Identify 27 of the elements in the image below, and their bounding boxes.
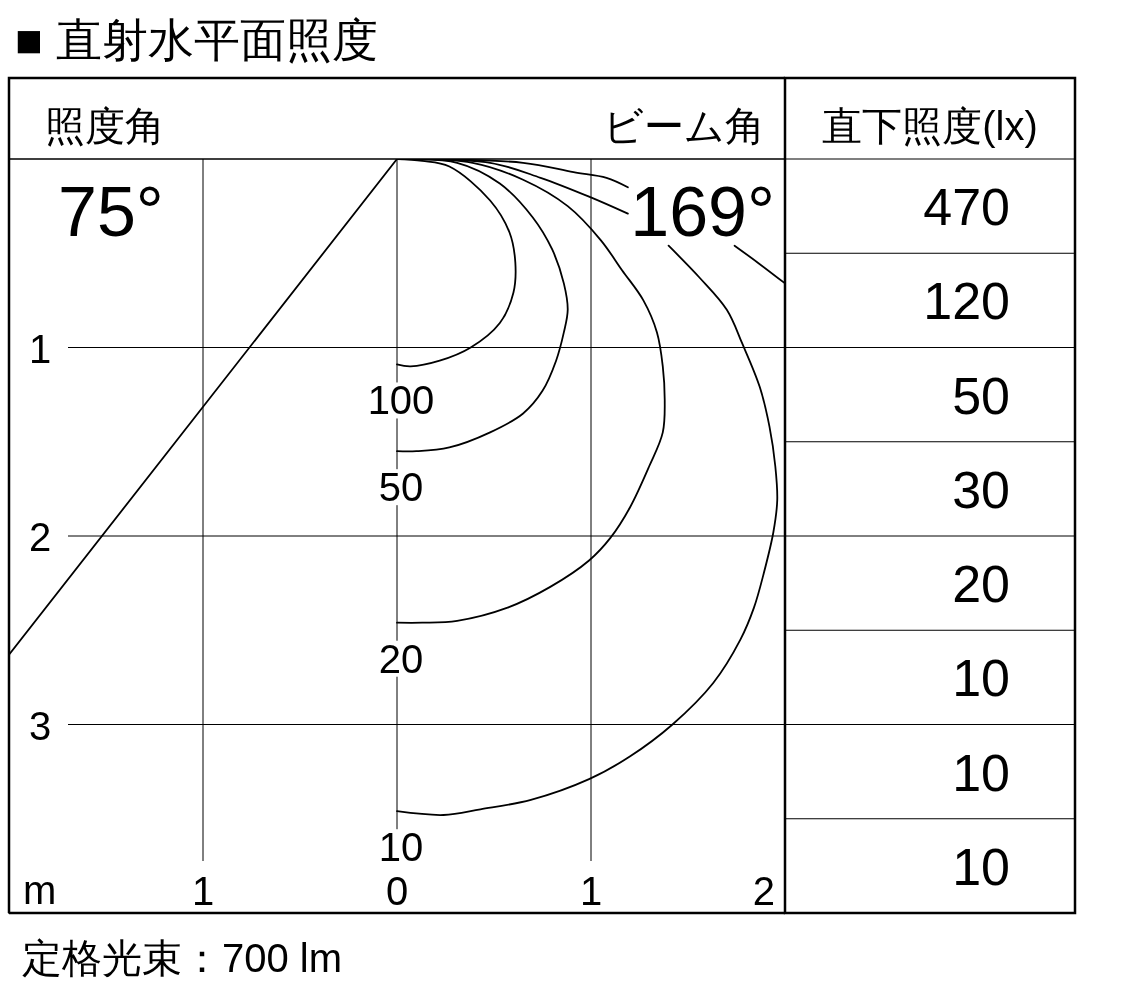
series-label: 50 (378, 465, 424, 510)
x-tick-label: 1 (579, 869, 603, 913)
annotation: 169° (630, 173, 775, 251)
data-label: 120 (923, 272, 1010, 331)
series-label: 10 (378, 825, 424, 870)
chart-title: ■ 直射水平面照度 (15, 14, 378, 66)
data-label: 10 (952, 837, 1010, 896)
data-label: 30 (952, 460, 1010, 519)
data-label: 10 (952, 743, 1010, 802)
data-label: 470 (923, 178, 1010, 237)
series-label: 100 (367, 378, 435, 423)
x-tick-label: 2 (752, 869, 775, 913)
data-label: 10 (952, 649, 1010, 708)
data-label: 50 (952, 366, 1010, 425)
series-label: 20 (378, 636, 424, 681)
text: 定格光束：700 lm (22, 936, 343, 980)
y-tick-label: 3 (28, 703, 52, 748)
data-label: 20 (952, 555, 1010, 614)
y-tick-label: 2 (28, 515, 52, 559)
text: ビーム角 (603, 104, 765, 148)
x-tick-label: 1 (191, 869, 215, 913)
x-tick-label: 0 (385, 869, 409, 913)
x-axis-title: m (23, 868, 57, 912)
text: 直下照度(lx) (822, 104, 1038, 148)
text: 照度角 (45, 104, 165, 148)
y-tick-label: 1 (28, 326, 52, 371)
annotation: 75° (58, 173, 164, 251)
